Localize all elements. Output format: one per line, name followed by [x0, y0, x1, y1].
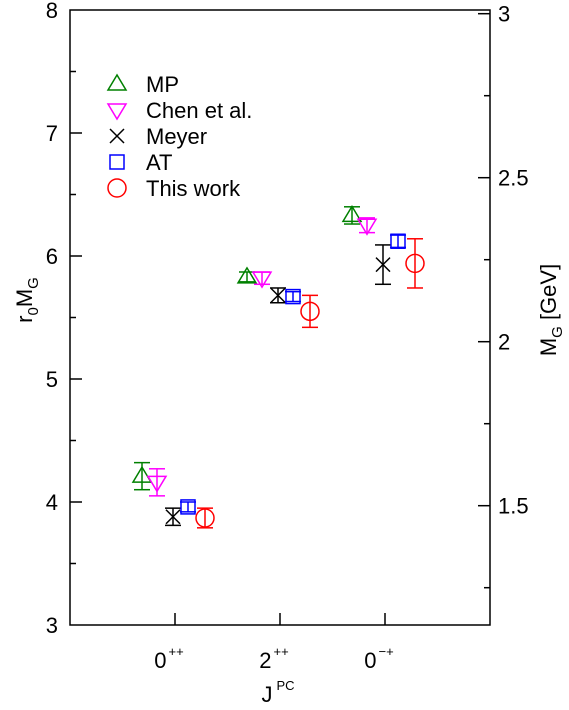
triangle-up-marker — [106, 73, 128, 91]
triangle-up-marker — [236, 266, 258, 284]
circle-marker — [107, 178, 127, 198]
x-tick-label: 0 −+ — [364, 644, 393, 673]
legend-label: Meyer — [146, 124, 207, 149]
square-marker — [180, 499, 196, 515]
right-tick-label: 2.5 — [498, 166, 529, 191]
axis-labels: J PC r0MG MG [GeV] — [12, 264, 566, 707]
triangle-up-marker — [341, 204, 363, 223]
legend-label: Chen et al. — [146, 98, 252, 123]
legend-entry: AT — [109, 150, 172, 175]
data-point — [146, 468, 168, 497]
data-point — [195, 507, 215, 529]
triangle-down-marker — [356, 218, 378, 236]
x-marker-stroke — [270, 287, 286, 303]
data-point — [165, 507, 181, 527]
x-tick-label: 0 ++ — [154, 644, 183, 673]
left-tick-label: 3 — [46, 613, 58, 638]
data-marks — [131, 204, 425, 529]
left-tick-label: 5 — [46, 367, 58, 392]
data-point — [405, 238, 425, 289]
x-marker-stroke — [375, 257, 391, 273]
x-marker-stroke — [165, 509, 181, 525]
square-marker — [285, 288, 301, 305]
square-marker — [109, 154, 125, 170]
circle-marker — [405, 253, 425, 274]
right-tick-label: 3 — [498, 2, 510, 27]
triangle-up-marker — [131, 465, 153, 483]
data-point — [180, 499, 196, 515]
triangle-down-marker — [146, 475, 168, 493]
right-tick-label: 2 — [498, 330, 510, 355]
x-marker-stroke — [109, 128, 125, 144]
legend-entry: Chen et al. — [106, 98, 252, 123]
left-tick-label: 6 — [46, 244, 58, 269]
legend-label: MP — [146, 72, 179, 97]
data-point — [236, 266, 258, 284]
circle-marker — [300, 301, 320, 322]
legend-label: AT — [146, 150, 172, 175]
right-y-axis-label: MG [GeV] — [536, 264, 566, 356]
legend-entry: MP — [106, 72, 179, 97]
data-point — [131, 461, 153, 491]
triangle-down-marker — [106, 103, 128, 121]
plot-frame — [69, 9, 491, 626]
data-point — [270, 287, 286, 304]
data-point — [390, 233, 406, 249]
x-axis-label: J PC — [261, 678, 294, 707]
triangle-down-marker — [251, 271, 273, 289]
data-point — [251, 271, 273, 289]
data-point — [356, 217, 378, 236]
axis-ticks: 3 4 5 6 7 8 1.5 2 2.5 3 0 ++ 2 ++ 0 −+ — [46, 0, 529, 673]
left-tick-label: 7 — [46, 121, 58, 146]
legend-entry: Meyer — [109, 124, 207, 149]
left-tick-label: 8 — [46, 0, 58, 23]
data-point — [341, 204, 363, 225]
data-point — [375, 244, 391, 286]
left-y-axis-label: r0MG — [12, 277, 42, 323]
x-tick-label: 2 ++ — [259, 644, 288, 673]
left-tick-label: 4 — [46, 490, 58, 515]
data-point — [285, 288, 301, 305]
legend-entry: This work — [107, 176, 241, 201]
square-marker — [390, 233, 406, 249]
data-point — [300, 294, 320, 329]
circle-marker — [195, 508, 215, 528]
legend-label: This work — [146, 176, 241, 201]
right-tick-label: 1.5 — [498, 494, 529, 519]
